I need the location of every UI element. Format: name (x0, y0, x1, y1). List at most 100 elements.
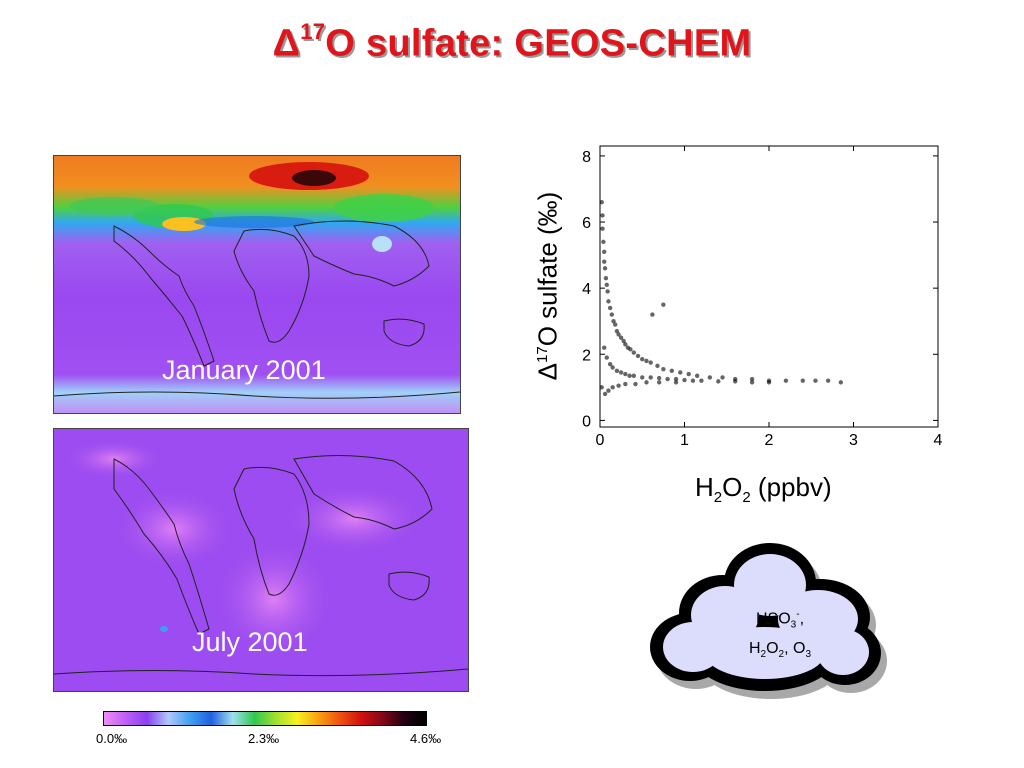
scatter-point (602, 345, 607, 350)
cloud-h: H (748, 639, 761, 657)
map-january-label: January 2001 (162, 355, 326, 385)
scatter-point (631, 350, 636, 355)
x-axis-label-o: O (722, 472, 743, 502)
scatter-point (627, 373, 632, 378)
scatter-point (650, 312, 655, 317)
scatter-point (602, 391, 608, 397)
x-axis-label-unit: (ppbv) (750, 472, 832, 502)
scatter-point (661, 366, 666, 372)
scatter-point (601, 239, 606, 245)
scatter-point (825, 378, 831, 383)
scatter-point (623, 342, 628, 347)
title-superscript: 17 (300, 19, 326, 44)
scatter-point (699, 378, 704, 383)
scatter-point (602, 266, 608, 271)
cloud-h-sub: 2 (760, 648, 767, 660)
scatter-point (678, 370, 683, 375)
scatter-point (623, 371, 628, 377)
scatter-point (604, 282, 609, 288)
cloud-line-1: HSO3-, (712, 603, 848, 637)
cloud-o-sub: 2 (778, 648, 785, 660)
scatter-point (621, 338, 626, 344)
scatter-point (609, 312, 615, 317)
scatter-point (733, 379, 738, 384)
colorbar (103, 711, 427, 726)
x-tick-label: 3 (849, 432, 858, 449)
y-tick-label: 8 (582, 149, 591, 166)
colorbar-tick-mid: 2.3‰ (248, 731, 280, 746)
scatter-chart: 0 1 2 3 4 0 2 4 6 8 (582, 145, 943, 449)
scatter-point (607, 361, 613, 367)
scatter-point (607, 305, 613, 311)
cloud-comma: , (799, 610, 805, 628)
scatter-point (707, 375, 713, 380)
scatter-point (606, 388, 611, 393)
scatter-point (640, 357, 645, 362)
scatter-point (603, 276, 609, 281)
scatter-point (611, 319, 616, 324)
scatter-point (749, 376, 755, 382)
scatter-point (656, 375, 662, 381)
y-axis-label-text: O sulfate (‰) (532, 191, 563, 347)
y-axis-label-delta: Δ (532, 362, 563, 381)
cloud-line-2: H2O2, O3 (712, 637, 848, 666)
scatter-point (720, 375, 725, 380)
y-tick-label: 2 (582, 347, 591, 364)
scatter-point (682, 377, 687, 383)
scatter-point (644, 358, 649, 364)
scatter-point (599, 200, 604, 205)
scatter-point (631, 373, 636, 378)
scatter-point (613, 322, 618, 327)
x-axis-label: H2O2 (ppbv) (695, 472, 832, 506)
scatter-point (628, 347, 633, 352)
colorbar-tick-max: 4.6‰ (410, 731, 442, 746)
scatter-point (599, 385, 604, 390)
cloud-hso: HSO (755, 610, 791, 628)
cloud-o3-sub: 3 (805, 648, 812, 660)
scatter-point (614, 328, 620, 334)
map-july-image (54, 429, 468, 691)
y-axis-label-sup: 17 (533, 346, 551, 363)
cloud-o: O (766, 639, 779, 657)
scatter-point (648, 375, 653, 380)
y-tick-label: 4 (582, 281, 591, 298)
scatter-point (800, 378, 805, 383)
cloud-icon (650, 543, 887, 699)
slide-title: Δ17O sulfate: GEOS-CHEM (0, 19, 1024, 66)
scatter-point (605, 289, 610, 294)
plot-frame (599, 145, 939, 428)
scatter-point (656, 380, 662, 385)
y-axis-label: Δ17O sulfate (‰) (533, 192, 564, 381)
scatter-point (600, 213, 605, 218)
x-tick-label: 2 (765, 432, 774, 449)
title-text: O sulfate: GEOS-CHEM (325, 22, 752, 65)
scatter-point (648, 360, 653, 365)
scatter-point (606, 299, 611, 304)
scatter-point (623, 381, 628, 387)
cloud-text: HSO3-, H2O2, O3 (712, 603, 848, 666)
x-axis-label-h: H (695, 472, 714, 502)
y-tick-label: 0 (582, 413, 591, 430)
scatter-point (686, 371, 691, 377)
scatter-point (602, 259, 607, 264)
scatter-point (766, 380, 772, 385)
x-tick-label: 1 (680, 432, 689, 449)
colorbar-tick-min: 0.0‰ (96, 731, 128, 746)
scatter-point (665, 376, 670, 382)
scatter-point (640, 375, 645, 380)
scatter-point (661, 302, 666, 307)
scatter-point (610, 365, 615, 370)
x-axis-label-sub2: 2 (742, 489, 751, 507)
scatter-point (618, 335, 624, 340)
x-tick-label: 4 (934, 432, 943, 449)
colorbar-gradient (104, 712, 426, 725)
scatter-point (783, 378, 789, 383)
scatter-point (616, 332, 621, 337)
scatter-point (716, 379, 721, 384)
map-july-2001: July 2001 (53, 428, 469, 692)
scatter-point (614, 368, 620, 373)
scatter-point (644, 380, 649, 385)
title-delta: Δ (272, 22, 301, 65)
y-tick-label: 6 (582, 215, 591, 232)
scatter-point (690, 378, 696, 383)
